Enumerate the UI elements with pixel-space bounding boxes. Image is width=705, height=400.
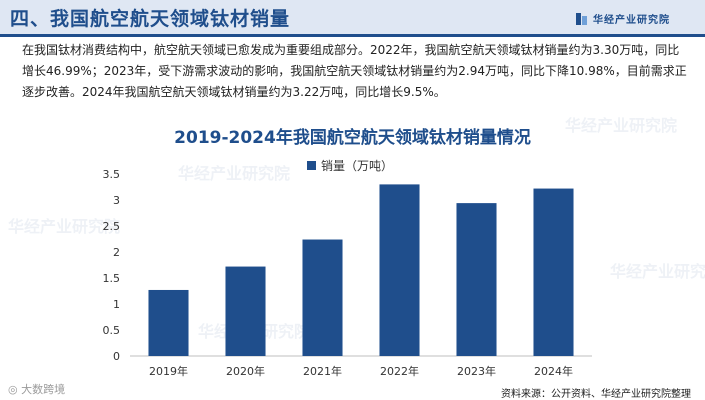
- bar: [225, 266, 266, 356]
- bar: [148, 289, 189, 356]
- y-tick-label: 2: [113, 246, 120, 259]
- chart-legend: 销量（万吨）: [307, 157, 393, 174]
- x-tick-label: 2022年: [380, 364, 419, 378]
- y-tick-label: 1.5: [103, 272, 121, 285]
- y-tick-label: 3.5: [103, 168, 121, 181]
- footer-watermark: ◎ 大数跨境: [8, 381, 65, 397]
- x-tick-label: 2020年: [226, 364, 265, 378]
- footer-watermark-text: 大数跨境: [21, 383, 66, 396]
- source-note: 资料来源：公开资料、华经产业研究院整理: [501, 389, 691, 400]
- y-tick-label: 0: [113, 350, 120, 363]
- camera-icon: ◎: [8, 383, 18, 396]
- bar: [456, 203, 497, 356]
- header-bar: 四、我国航空航天领域钛材销量 华经产业研究院: [0, 0, 705, 37]
- bar: [533, 188, 574, 356]
- legend-label: 销量（万吨）: [321, 159, 394, 173]
- y-tick-label: 0.5: [103, 324, 121, 337]
- x-tick-label: 2019年: [149, 364, 188, 378]
- chart-title: 2019-2024年我国航空航天领域钛材销量情况: [174, 128, 531, 148]
- page-title: 四、我国航空航天领域钛材销量: [10, 8, 291, 30]
- x-tick-label: 2023年: [457, 364, 496, 378]
- x-tick-label: 2024年: [534, 364, 573, 378]
- brand-logo: 华经产业研究院: [576, 11, 670, 26]
- bar: [379, 184, 420, 356]
- y-tick-label: 2.5: [103, 220, 121, 233]
- intro-paragraph: 在我国钛材消费结构中，航空航天领域已愈发成为重要组成部分。2022年，我国航空航…: [22, 43, 687, 99]
- x-tick-label: 2021年: [303, 364, 342, 378]
- y-tick-label: 3: [113, 194, 120, 207]
- logo-text: 华经产业研究院: [593, 15, 670, 26]
- y-tick-label: 1: [113, 298, 120, 311]
- bar: [302, 239, 343, 356]
- legend-swatch: [307, 161, 316, 170]
- logo-icon: [576, 12, 588, 25]
